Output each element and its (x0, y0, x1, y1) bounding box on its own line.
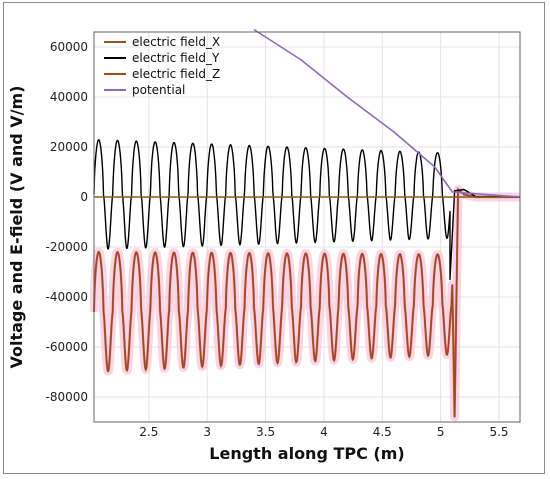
chart-frame (3, 2, 545, 474)
legend-label: potential (132, 83, 185, 97)
series-line-electric field_Y (93, 139, 521, 281)
x-tick-label: 4.5 (373, 425, 392, 439)
legend-label: electric field_X (132, 35, 220, 49)
x-tick-label: 4 (320, 425, 328, 439)
y-tick-labels: 60000 40000 20000 0 -20000 -40000 -60000 -80000 (45, 40, 88, 404)
axes (93, 31, 521, 423)
y-tick-label: 0 (80, 190, 88, 204)
y-tick-label: -60000 (45, 340, 88, 354)
x-axis-title: Length along TPC (m) (209, 444, 404, 463)
series-line-potential (253, 28, 521, 198)
x-tick-label: 3 (203, 425, 211, 439)
plot-border (93, 31, 521, 423)
legend-label: electric field_Z (132, 67, 220, 81)
y-tick-label: 20000 (50, 140, 88, 154)
y-tick-label: 60000 (50, 40, 88, 54)
legend-label: electric field_Y (132, 51, 220, 65)
y-tick-label: 40000 (50, 90, 88, 104)
series-layer (89, 28, 521, 422)
x-tick-label: 5 (437, 425, 445, 439)
legend: electric field_X electric field_Y electric… (104, 35, 220, 97)
series-line-electric field_Z (93, 188, 520, 418)
x-tick-label: 2.5 (139, 425, 158, 439)
x-tick-label: 5.5 (489, 425, 508, 439)
y-tick-label: -20000 (45, 240, 88, 254)
x-tick-label: 3.5 (256, 425, 275, 439)
y-axis-title: Voltage and E-field (V and V/m) (7, 86, 26, 369)
y-tick-label: -80000 (45, 390, 88, 404)
y-tick-label: -40000 (45, 290, 88, 304)
x-tick-labels: 2.5 3 3.5 4 4.5 5 5.5 (139, 425, 508, 439)
